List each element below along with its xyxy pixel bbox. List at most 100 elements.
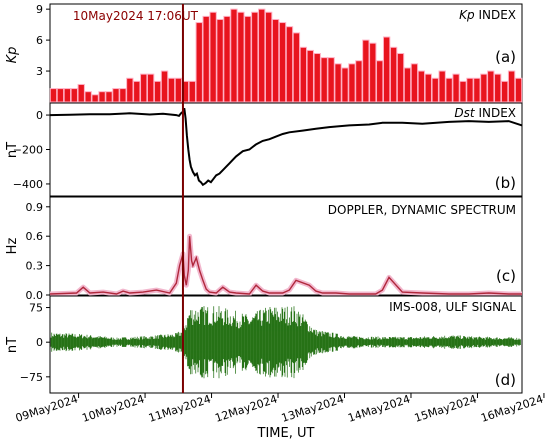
panel-c-ylabel: Hz — [5, 238, 20, 255]
panel-b-ylabel: nT — [5, 142, 20, 158]
panel-d-ylabel: nT — [5, 337, 20, 353]
kp-bar — [320, 57, 328, 103]
kp-bar — [160, 70, 169, 103]
kp-bar — [49, 88, 58, 103]
kp-bar — [244, 15, 252, 103]
kp-bar — [382, 36, 391, 103]
kp-bar — [195, 22, 203, 103]
kp-bar — [153, 80, 162, 103]
kp-bar — [514, 77, 523, 103]
kp-bar — [417, 70, 426, 103]
kp-bars — [49, 8, 523, 103]
kp-bar — [362, 39, 370, 103]
dst-series-line — [49, 107, 523, 187]
kp-bar — [389, 46, 398, 103]
doppler-series-line — [49, 236, 522, 295]
kp-bar — [202, 15, 210, 103]
event-time-label: 10May2024 17:06UT — [73, 9, 199, 23]
kp-bar — [216, 18, 224, 103]
x-tick-label: 11May2024 — [147, 392, 213, 424]
kp-bar — [494, 73, 502, 103]
kp-bar — [292, 32, 301, 103]
panel-d-ulf-signal: 75 0 −75 nT IMS-008, ULF SIGNAL (d) — [5, 295, 523, 394]
panel-a-y-ticks: 3 6 9 — [36, 3, 50, 78]
kp-bar — [119, 88, 127, 103]
x-tick-label: 13May2024 — [280, 392, 346, 424]
x-tick-label: 10May2024 — [80, 392, 146, 424]
kp-bar — [369, 42, 377, 103]
panel-c-y-tick-label: 0.9 — [26, 201, 44, 214]
panel-b-title-var: Dst — [454, 106, 475, 120]
kp-bar — [487, 70, 495, 103]
kp-bar — [410, 63, 419, 103]
kp-bar — [237, 11, 245, 103]
panel-b-title-rest: INDEX — [475, 106, 516, 120]
kp-bar — [438, 70, 446, 103]
kp-bar — [271, 18, 280, 103]
kp-bar — [63, 88, 72, 103]
panel-b-y-tick-label: 0 — [36, 109, 43, 122]
kp-bar — [299, 46, 308, 103]
kp-bar — [84, 91, 92, 103]
kp-bar — [424, 73, 432, 103]
kp-bar — [105, 91, 113, 103]
kp-bar — [223, 15, 231, 103]
panel-c-title: DOPPLER, DYNAMIC SPECTRUM — [328, 203, 516, 217]
kp-bar — [473, 77, 481, 103]
panel-b-frame — [49, 102, 523, 197]
kp-bar — [251, 11, 259, 103]
kp-bar — [334, 63, 342, 103]
panel-a-label: (a) — [495, 48, 516, 66]
kp-bar — [313, 53, 321, 103]
kp-bar — [209, 11, 217, 103]
kp-bar — [174, 77, 183, 103]
kp-bar — [98, 91, 106, 103]
kp-bar — [230, 8, 238, 103]
kp-bar — [91, 94, 99, 103]
x-tick-label: 12May2024 — [213, 392, 279, 424]
x-tick-label: 14May2024 — [346, 392, 412, 424]
kp-bar — [112, 88, 120, 103]
panel-a-y-tick-label: 3 — [36, 65, 43, 78]
kp-bar — [466, 77, 474, 103]
kp-bar — [507, 70, 516, 103]
x-tick-label: 09May2024 — [14, 392, 80, 424]
panel-c-label: (c) — [496, 267, 516, 285]
kp-bar — [278, 22, 287, 103]
kp-bar — [452, 73, 460, 103]
panel-a-title-var: Kp — [459, 8, 475, 22]
kp-bar — [341, 67, 349, 103]
panel-d-label: (d) — [495, 371, 516, 389]
kp-bar — [70, 88, 78, 103]
panel-d-y-tick-label: −75 — [20, 371, 43, 384]
panel-b-label: (b) — [495, 174, 516, 192]
panel-b-y-tick-label: −400 — [13, 178, 43, 191]
kp-bar — [348, 63, 356, 103]
kp-bar — [500, 80, 509, 103]
kp-bar — [376, 60, 384, 103]
panel-b-title: Dst INDEX — [454, 106, 516, 120]
panel-c-y-tick-label: 0.6 — [26, 230, 44, 243]
kp-bar — [445, 77, 453, 103]
kp-bar — [459, 80, 467, 103]
panel-c-y-ticks: 0.0 0.3 0.6 0.9 — [26, 201, 50, 302]
kp-bar — [264, 11, 273, 103]
panel-d-title: IMS-008, ULF SIGNAL — [389, 300, 516, 314]
kp-bar — [327, 57, 335, 103]
panel-d-y-tick-label: 75 — [29, 302, 43, 315]
panel-a-y-tick-label: 9 — [36, 3, 43, 16]
kp-bar — [133, 80, 141, 103]
kp-bar — [56, 88, 65, 103]
panel-a-ylabel: Kp — [5, 47, 20, 64]
kp-bar — [188, 80, 196, 103]
panel-b-dst-index: 0 −200 −400 nT Dst INDEX (b) — [5, 102, 523, 197]
x-axis-ticks: 09May2024 10May2024 11May2024 12May2024 13Ma… — [14, 392, 545, 424]
kp-bar — [403, 67, 412, 103]
kp-bar — [306, 49, 314, 103]
x-tick-label: 16May2024 — [479, 392, 545, 424]
panel-a-title-rest: INDEX — [475, 8, 516, 22]
kp-bar — [126, 77, 134, 103]
kp-bar — [355, 60, 363, 103]
panel-a-kp-index: 3 6 9 Kp Kp INDEX (a) 10May2024 17:06UT — [5, 3, 523, 103]
